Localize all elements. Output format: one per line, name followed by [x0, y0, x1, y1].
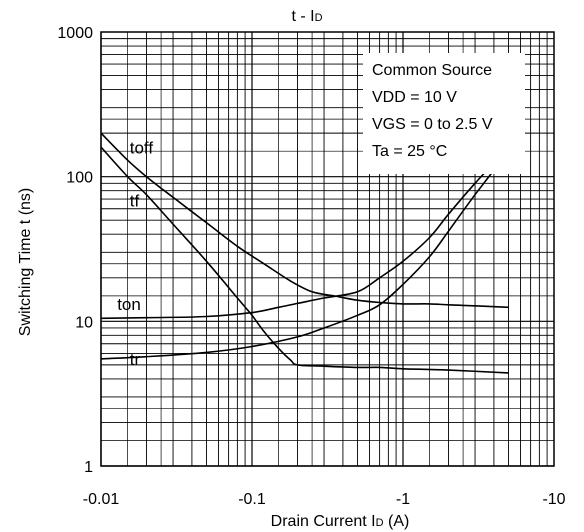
grid-lines	[100, 32, 554, 467]
curve-labels: toff tf ton tr	[117, 138, 153, 369]
x-tick-label: -0.01	[83, 491, 120, 508]
legend-background	[363, 53, 525, 174]
chart-title: t - ID	[291, 8, 322, 25]
legend-box: Common Source VDD = 10 V VGS = 0 to 2.5 …	[363, 53, 525, 174]
legend-line-3: VGS = 0 to 2.5 V	[372, 116, 493, 133]
curve-label-tf: tf	[130, 192, 140, 211]
tick-labels: -0.01 -0.1 -1 -10 1 10 100 1000	[57, 25, 565, 508]
x-tick-label: -1	[396, 491, 410, 508]
curve-toff	[101, 132, 509, 309]
curve-tf	[101, 146, 509, 374]
legend-line-4: Ta = 25 °C	[372, 143, 447, 160]
y-tick-label: 10	[75, 314, 93, 331]
y-tick-label: 100	[66, 170, 93, 187]
x-tick-label: -10	[542, 491, 565, 508]
legend-line-1: Common Source	[372, 62, 492, 79]
legend-line-2: VDD = 10 V	[372, 89, 457, 106]
y-tick-label: 1	[84, 459, 93, 476]
curve-tr	[101, 150, 510, 360]
curve-label-toff: toff	[130, 138, 154, 157]
x-tick-label: -0.1	[238, 491, 266, 508]
plot-frame	[100, 31, 555, 467]
y-tick-label: 1000	[57, 25, 93, 42]
series-curves	[101, 132, 510, 374]
curve-label-ton: ton	[117, 295, 141, 314]
y-axis-label: Switching Time t (ns)	[17, 188, 34, 336]
x-axis-label: Drain Current ID (A)	[271, 513, 410, 530]
curve-label-tr: tr	[130, 350, 141, 369]
curve-ton	[101, 146, 510, 320]
